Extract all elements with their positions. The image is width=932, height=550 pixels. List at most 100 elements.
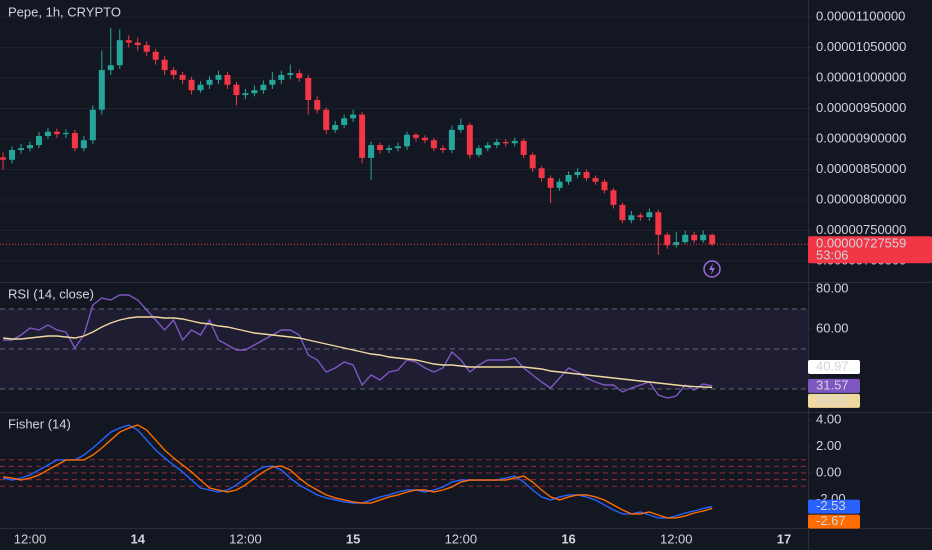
series-line xyxy=(3,294,713,399)
y-tick-label: 0.00001100000 xyxy=(816,8,905,23)
candle-body xyxy=(457,124,464,130)
pane-title: Pepe, 1h, CRYPTO xyxy=(8,4,121,19)
y-tick-label: 0.00000800000 xyxy=(816,191,906,206)
candle-body xyxy=(143,45,150,52)
axis-value-label: -2.67 xyxy=(816,513,846,528)
axis-value-box xyxy=(808,378,860,393)
axis-value-label: -2.53 xyxy=(816,498,846,513)
candle-body xyxy=(71,132,78,149)
candle-body xyxy=(637,215,644,218)
candle-body xyxy=(475,148,482,155)
alert-icon[interactable] xyxy=(703,260,721,278)
candle-body xyxy=(260,84,267,91)
y-tick-label: 0.00 xyxy=(816,464,841,479)
series-line xyxy=(2,316,713,389)
candle-body xyxy=(359,114,366,158)
candle-body xyxy=(152,51,159,60)
axis-value-label: 31.57 xyxy=(816,377,849,392)
candle-body xyxy=(700,234,707,241)
candle-body xyxy=(116,40,123,66)
candle-body xyxy=(403,134,410,147)
candle-body xyxy=(35,135,42,146)
candle-body xyxy=(224,74,231,85)
candle-body xyxy=(161,59,168,71)
candle-body xyxy=(448,129,455,150)
candle-body xyxy=(601,181,608,191)
pane-title: RSI (14, close) xyxy=(8,286,94,301)
candle-body xyxy=(655,212,662,235)
candle-body xyxy=(27,145,33,149)
y-tick-label: 80.00 xyxy=(816,280,849,295)
last-price-box xyxy=(808,236,932,264)
candle-body xyxy=(323,109,330,130)
axis-value-label: 40.97 xyxy=(816,358,849,373)
x-tick-label: 15 xyxy=(346,531,360,546)
candle-body xyxy=(395,146,402,149)
candle-body xyxy=(430,140,437,149)
candle-body xyxy=(583,171,590,179)
candle-body xyxy=(538,168,545,179)
candle-body xyxy=(377,145,384,150)
y-tick-label: 0.00001050000 xyxy=(816,39,906,54)
candle-body xyxy=(179,74,186,80)
candle-body xyxy=(619,204,626,221)
candle-body xyxy=(44,131,51,136)
candle-body xyxy=(134,42,141,46)
candle-body xyxy=(287,73,294,75)
x-tick-label: 12:00 xyxy=(660,531,693,546)
y-tick-label: 2.00 xyxy=(816,438,841,453)
candle-body xyxy=(574,171,581,176)
candle-body xyxy=(421,137,428,141)
axis-value-box xyxy=(808,514,860,529)
candle-body xyxy=(305,78,312,100)
y-tick-label: 0.00000850000 xyxy=(816,161,906,176)
candle-body xyxy=(332,124,339,130)
candle-body xyxy=(484,145,491,149)
candle-body xyxy=(98,70,105,110)
candle-body xyxy=(125,40,132,43)
y-tick-label: 0.00000950000 xyxy=(816,100,906,115)
candle-body xyxy=(296,73,303,79)
candle-body xyxy=(170,70,177,75)
x-tick-label: 14 xyxy=(130,531,145,546)
candle-body xyxy=(628,215,635,221)
candle-body xyxy=(386,148,393,150)
axis-value-label: 30.81 xyxy=(816,392,849,407)
candle-body xyxy=(269,79,276,85)
candle-body xyxy=(439,148,446,150)
x-tick-label: 17 xyxy=(777,531,791,546)
candle-body xyxy=(673,242,680,246)
x-tick-label: 16 xyxy=(561,531,575,546)
candle-body xyxy=(709,234,716,245)
candle-body xyxy=(493,142,500,146)
y-tick-label: 4.00 xyxy=(816,411,841,426)
y-tick-label: 0.00001000000 xyxy=(816,69,906,84)
x-tick-label: 12:00 xyxy=(14,531,47,546)
candle-body xyxy=(197,84,204,91)
candle-body xyxy=(592,178,599,182)
y-tick-label: 0.00000750000 xyxy=(816,222,906,237)
candle-body xyxy=(53,131,60,135)
candle-body xyxy=(251,90,258,94)
candle-body xyxy=(80,140,87,149)
candle-body xyxy=(682,234,689,243)
candle-body xyxy=(18,148,25,150)
candle-body xyxy=(529,154,536,169)
candle-body xyxy=(610,190,617,205)
x-tick-label: 12:00 xyxy=(445,531,478,546)
candle-body xyxy=(107,65,114,71)
y-tick-label: 60.00 xyxy=(816,320,849,335)
candle-body xyxy=(691,234,698,241)
candle-body xyxy=(0,157,7,160)
countdown-label: 53:06 xyxy=(816,248,849,263)
candle-body xyxy=(412,134,419,138)
candle-body xyxy=(242,93,249,96)
candle-body xyxy=(89,109,96,141)
candle-body xyxy=(233,84,240,96)
y-tick-label: 0.00000900000 xyxy=(816,130,906,145)
candle-body xyxy=(188,79,195,91)
candle-body xyxy=(215,74,222,80)
axis-value-box xyxy=(808,499,860,514)
candle-body xyxy=(511,140,518,144)
